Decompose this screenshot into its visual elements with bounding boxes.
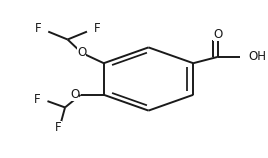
Text: O: O xyxy=(77,46,87,59)
Text: F: F xyxy=(55,121,62,134)
Text: O: O xyxy=(70,88,79,101)
Text: F: F xyxy=(34,93,40,106)
Text: F: F xyxy=(94,22,101,35)
Text: F: F xyxy=(34,22,41,35)
Text: OH: OH xyxy=(248,50,266,63)
Text: O: O xyxy=(213,28,222,41)
